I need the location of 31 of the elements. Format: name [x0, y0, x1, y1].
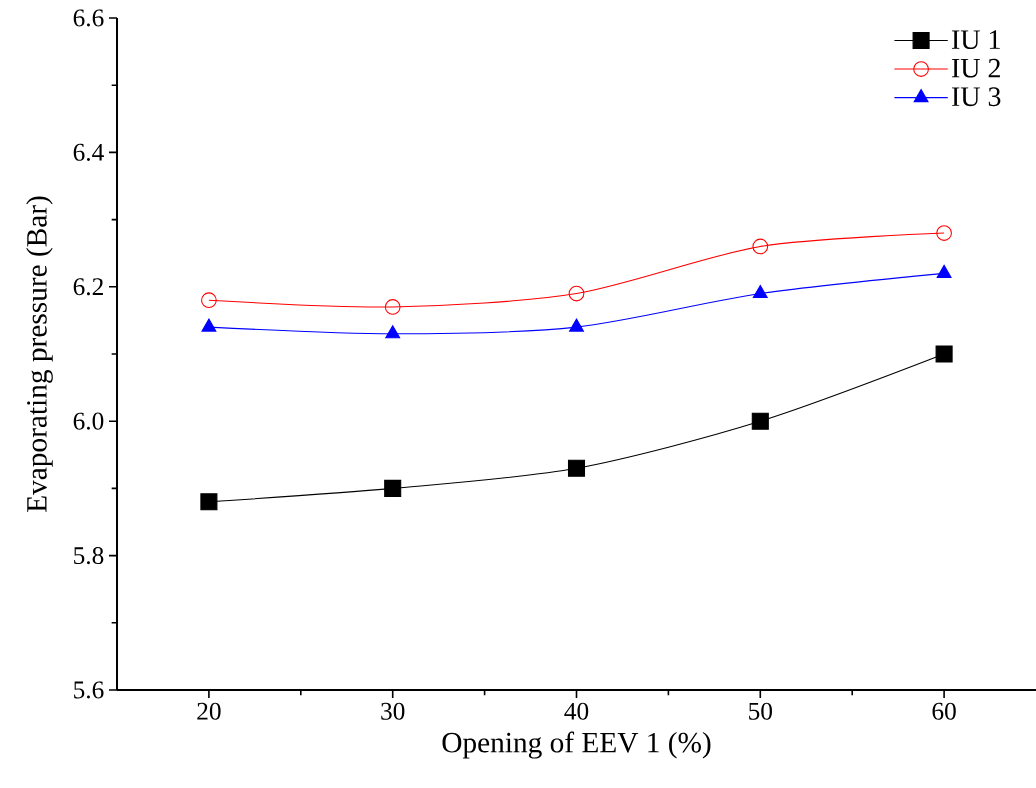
x-tick-label: 30	[381, 702, 405, 720]
point	[384, 299, 401, 315]
y-tick-label: 5.8	[74, 547, 104, 565]
point	[935, 345, 953, 363]
point	[569, 318, 584, 332]
point	[936, 264, 952, 278]
legend-label: IU 2	[951, 58, 1000, 78]
point	[568, 285, 585, 302]
y-tick-label: 6.0	[73, 412, 104, 430]
point	[752, 284, 768, 299]
y-tick-label: 5.6	[74, 681, 104, 699]
point	[752, 238, 769, 255]
point	[201, 292, 217, 309]
legend-label: IU 1	[951, 30, 1000, 50]
y-tick-label: 6.2	[73, 278, 103, 296]
legend-label: IU 3	[951, 87, 1001, 107]
point	[384, 479, 402, 497]
point	[200, 493, 218, 511]
x-tick-label: 50	[749, 702, 772, 720]
point	[567, 459, 586, 477]
point	[385, 325, 401, 339]
point	[751, 412, 769, 430]
y-tick-label: 6.6	[73, 9, 104, 27]
y-axis-title: Evaporating pressure (Bar)	[26, 196, 53, 512]
point	[936, 225, 952, 241]
x-tick-label: 60	[932, 702, 956, 720]
y-tick-label: 6.4	[73, 143, 104, 161]
x-axis-title: Opening of EEV 1 (%)	[442, 731, 711, 759]
point	[201, 318, 217, 332]
x-tick-label: 20	[197, 702, 221, 720]
x-tick-label: 40	[564, 702, 589, 720]
